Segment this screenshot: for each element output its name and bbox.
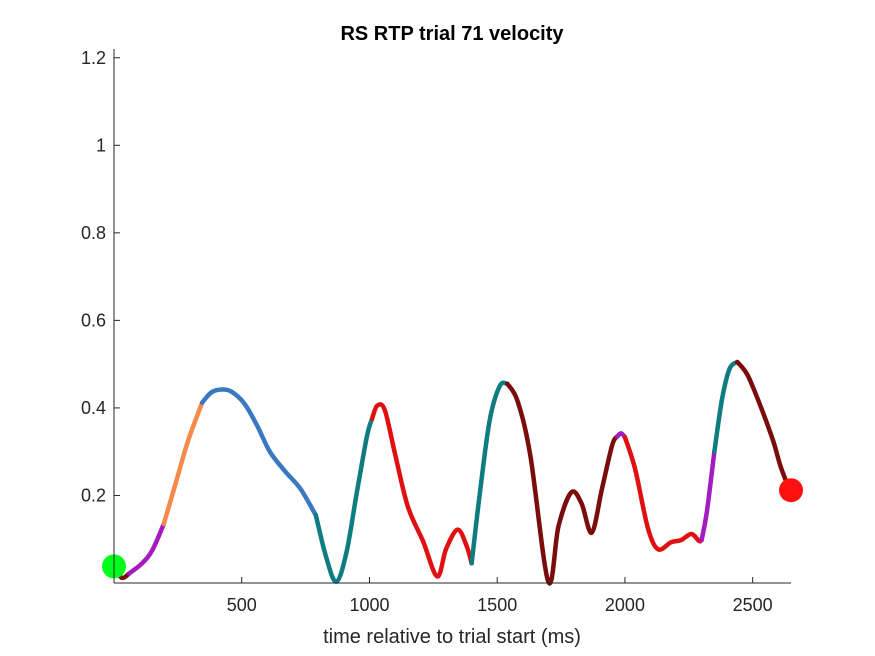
chart-title: RS RTP trial 71 velocity [340,23,564,45]
y-tick-label: 0.8 [81,223,106,243]
x-tick-label: 500 [227,595,257,615]
velocity-segment [369,402,474,579]
y-tick-label: 0.2 [81,485,106,505]
velocity-segment [622,434,704,552]
x-tick-label: 1000 [349,595,389,615]
x-axis-ticks: 500 1000 1500 2000 2500 [227,577,773,615]
x-tick-label: 2500 [733,595,773,615]
velocity-segment [735,359,792,493]
end-marker [779,478,803,503]
trial-markers [102,478,803,579]
velocity-segment [505,381,620,586]
velocity-trace [111,359,792,586]
y-tick-label: 0.4 [81,398,106,418]
velocity-segment [199,387,319,518]
velocity-segment [313,416,375,584]
velocity-segment [469,380,510,566]
velocity-segment [127,521,167,576]
y-tick-label: 1 [96,135,106,155]
x-axis-label: time relative to trial start (ms) [323,626,581,648]
y-tick-label: 0.6 [81,310,106,330]
velocity-segment [712,359,740,454]
y-tick-label: 1.2 [81,48,106,68]
x-tick-label: 2000 [605,595,645,615]
y-axis-ticks: 0.2 0.4 0.6 0.8 1 1.2 [81,48,120,505]
velocity-segment [161,400,205,527]
velocity-segment [699,449,717,543]
x-tick-label: 1500 [477,595,517,615]
